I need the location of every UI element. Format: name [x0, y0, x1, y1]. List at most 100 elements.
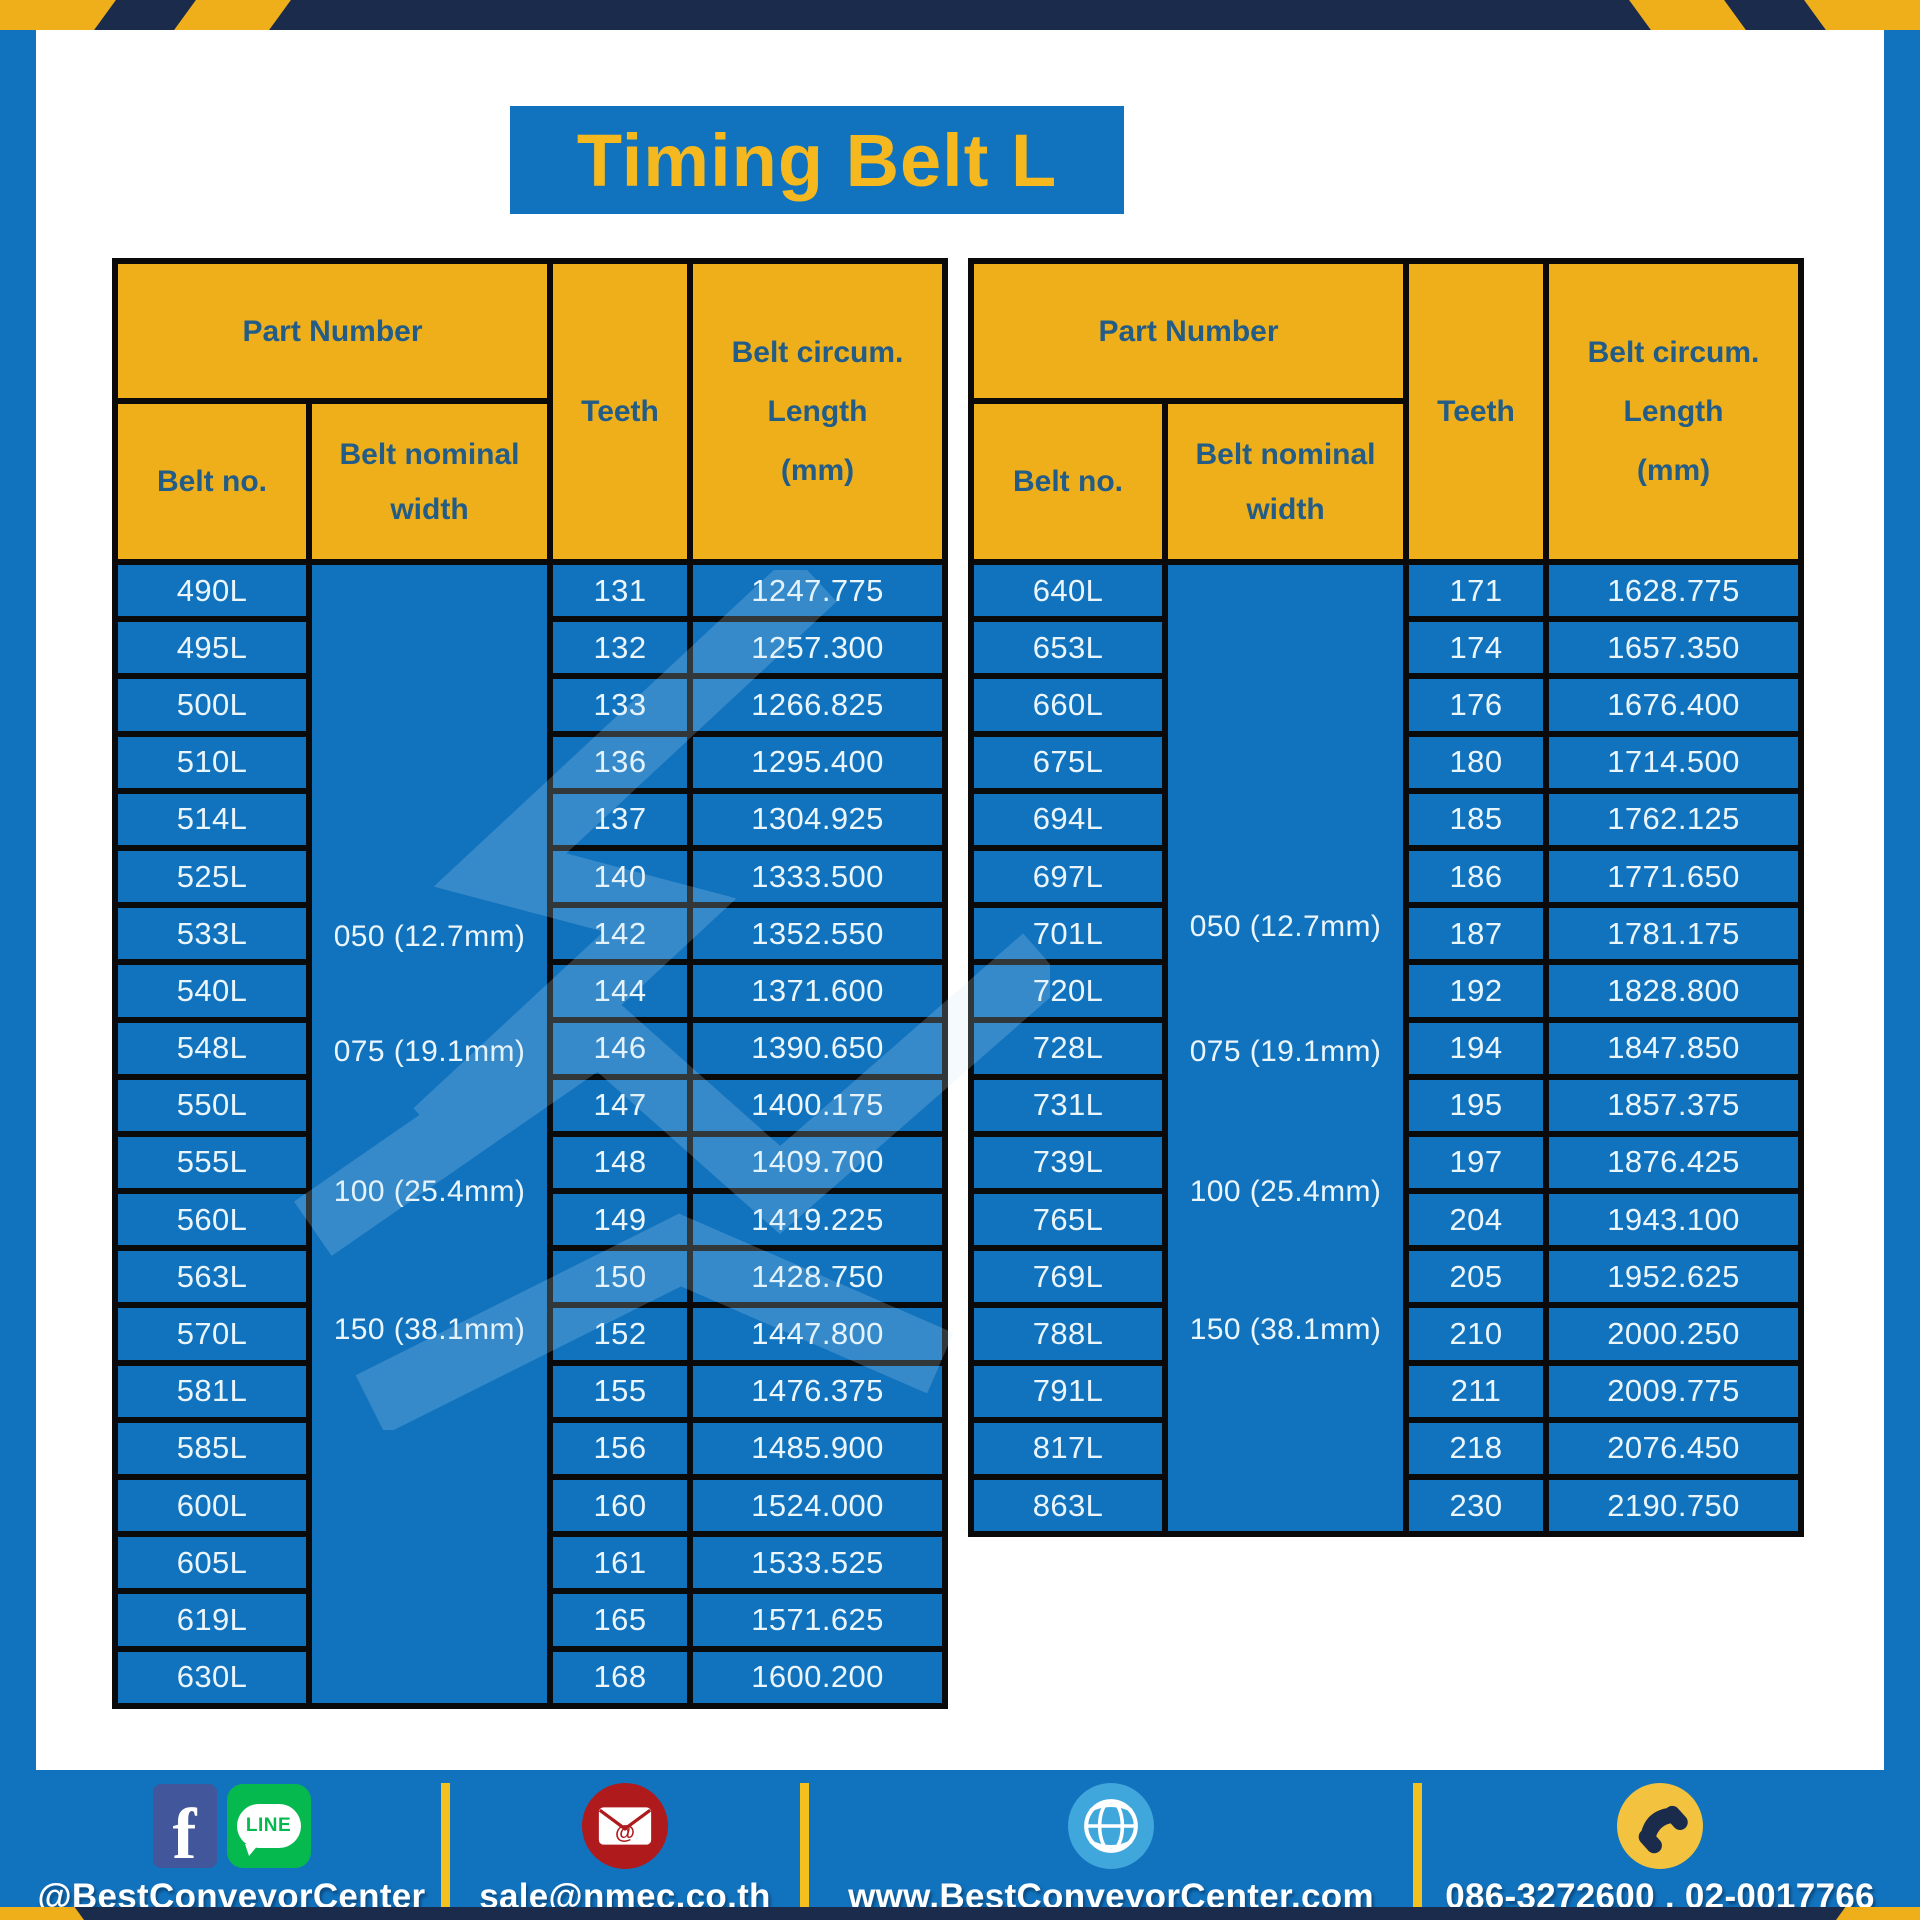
belt-circum-length-header: Belt circum. Length (mm)	[693, 264, 942, 559]
teeth-cell: 150	[553, 1251, 687, 1303]
bottom-hazard-bar	[0, 1907, 1920, 1920]
length-cell: 1857.375	[1549, 1079, 1798, 1131]
teeth-cell: 205	[1409, 1251, 1543, 1303]
belt-no-cell: 533L	[118, 908, 306, 960]
belt-width-header-line: width	[390, 492, 469, 526]
belt-no-cell: 581L	[118, 1365, 306, 1417]
belt-no-cell: 500L	[118, 679, 306, 731]
timing-belt-table-right: Part Number Belt no. Belt nominal width …	[968, 258, 1804, 1538]
email-icon: @	[582, 1783, 668, 1869]
facebook-letter: f	[172, 1793, 197, 1868]
teeth-cell: 142	[553, 908, 687, 960]
length-cell: 1409.700	[693, 1136, 942, 1189]
phone-icon	[1617, 1783, 1703, 1869]
belt-circum-length-header: Belt circum. Length (mm)	[1549, 264, 1798, 559]
belt-width-merged-cell: 050 (12.7mm) 075 (19.1mm) 100 (25.4mm) 1…	[1168, 565, 1403, 1532]
length-cell: 1828.800	[1549, 965, 1798, 1017]
teeth-cell: 147	[553, 1079, 687, 1131]
belt-no-cell: 548L	[118, 1022, 306, 1074]
belt-no-cell: 563L	[118, 1251, 306, 1303]
teeth-cell: 165	[553, 1594, 687, 1646]
length-cell: 1400.175	[693, 1079, 942, 1131]
belt-no-cell: 675L	[974, 736, 1162, 788]
belt-no-cell: 769L	[974, 1251, 1162, 1303]
belt-no-cell: 701L	[974, 908, 1162, 960]
length-cell: 1781.175	[1549, 908, 1798, 960]
belt-no-cell: 765L	[974, 1194, 1162, 1246]
length-cell: 1600.200	[693, 1651, 942, 1703]
length-cell: 1476.375	[693, 1365, 942, 1417]
teeth-cell: 156	[553, 1422, 687, 1474]
length-cell: 1771.650	[1549, 850, 1798, 903]
teeth-cell: 194	[1409, 1022, 1543, 1074]
length-cell: 2076.450	[1549, 1422, 1798, 1474]
belt-no-cell: 817L	[974, 1422, 1162, 1474]
length-cell: 1428.750	[693, 1251, 942, 1303]
teeth-cell: 146	[553, 1022, 687, 1074]
footer-phone-section: 086-3272600 , 02-0017766	[1422, 1770, 1898, 1920]
teeth-cell: 149	[553, 1194, 687, 1246]
length-cell: 1571.625	[693, 1594, 942, 1646]
length-cell: 1257.300	[693, 622, 942, 674]
length-cell: 2000.250	[1549, 1308, 1798, 1360]
width-option: 075 (19.1mm)	[1189, 1034, 1382, 1068]
belt-no-cell: 653L	[974, 622, 1162, 674]
teeth-header: Teeth	[553, 264, 687, 559]
part-number-header: Part Number	[974, 264, 1403, 398]
belt-no-cell: 540L	[118, 965, 306, 1017]
line-bubble: LINE	[236, 1804, 301, 1856]
length-cell: 1352.550	[693, 908, 942, 960]
belt-no-cell: 788L	[974, 1308, 1162, 1360]
footer-divider	[1413, 1783, 1422, 1910]
footer-divider	[441, 1783, 450, 1910]
belt-no-cell: 510L	[118, 736, 306, 788]
teeth-cell: 148	[553, 1136, 687, 1189]
belt-no-header: Belt no.	[974, 404, 1162, 559]
hazard-stripe	[1798, 0, 1920, 30]
belt-no-cell: 550L	[118, 1079, 306, 1131]
belt-no-cell: 585L	[118, 1422, 306, 1474]
facebook-icon: f	[152, 1784, 217, 1868]
length-cell: 1304.925	[693, 793, 942, 845]
length-cell: 1419.225	[693, 1194, 942, 1246]
hazard-stripe	[0, 0, 122, 30]
belt-no-cell: 490L	[118, 565, 306, 617]
length-cell: 1628.775	[1549, 565, 1798, 617]
teeth-cell: 155	[553, 1365, 687, 1417]
width-option: 150 (38.1mm)	[333, 1312, 526, 1346]
belt-no-cell: 728L	[974, 1022, 1162, 1074]
teeth-cell: 171	[1409, 565, 1543, 617]
belt-nominal-width-header: Belt nominal width	[1168, 404, 1403, 559]
teeth-cell: 192	[1409, 965, 1543, 1017]
social-icon-row: f LINE	[152, 1783, 311, 1869]
footer-email-section: @ sale@nmec.co.th	[450, 1770, 800, 1920]
hazard-stripe	[1623, 0, 1752, 30]
website-icon-row	[1068, 1783, 1154, 1869]
teeth-cell: 132	[553, 622, 687, 674]
belt-no-cell: 739L	[974, 1136, 1162, 1189]
belt-no-cell: 555L	[118, 1136, 306, 1189]
teeth-cell: 176	[1409, 679, 1543, 731]
belt-circum-header-line: Length	[767, 395, 868, 428]
length-cell: 1524.000	[693, 1480, 942, 1532]
belt-no-cell: 694L	[974, 793, 1162, 845]
footer-divider	[800, 1783, 809, 1910]
length-cell: 1676.400	[1549, 679, 1798, 731]
belt-no-cell: 495L	[118, 622, 306, 674]
length-cell: 1952.625	[1549, 1251, 1798, 1303]
length-cell: 1876.425	[1549, 1136, 1798, 1189]
length-cell: 2009.775	[1549, 1365, 1798, 1417]
width-option: 050 (12.7mm)	[1189, 910, 1382, 944]
teeth-cell: 133	[553, 679, 687, 731]
teeth-cell: 140	[553, 850, 687, 903]
belt-no-header: Belt no.	[118, 404, 306, 559]
teeth-header: Teeth	[1409, 264, 1543, 559]
teeth-cell: 210	[1409, 1308, 1543, 1360]
teeth-cell: 174	[1409, 622, 1543, 674]
svg-text:@: @	[615, 1821, 635, 1844]
length-cell: 1295.400	[693, 736, 942, 788]
teeth-cell: 136	[553, 736, 687, 788]
teeth-cell: 161	[553, 1537, 687, 1589]
length-cell: 1533.525	[693, 1537, 942, 1589]
belt-no-cell: 640L	[974, 565, 1162, 617]
